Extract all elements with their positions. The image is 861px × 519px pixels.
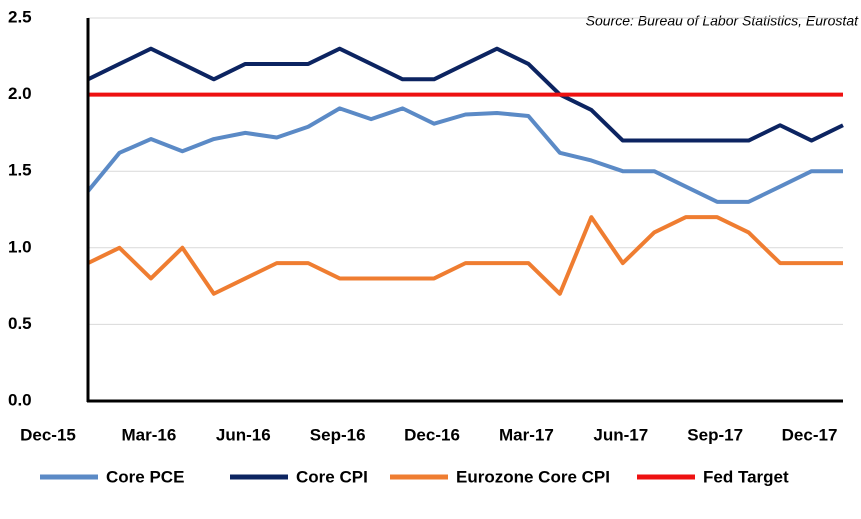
series-line: [86, 106, 843, 204]
x-tick-label: Sep-17: [687, 425, 743, 444]
series-line: [87, 46, 844, 143]
x-tick-label: Dec-15: [20, 425, 76, 444]
x-tick-label: Dec-17: [782, 425, 838, 444]
y-tick-label: 0.0: [8, 390, 32, 409]
x-tick-label: Jun-16: [216, 425, 271, 444]
y-tick-label: 1.0: [8, 237, 32, 256]
y-tick-label: 1.5: [8, 161, 32, 180]
y-tick-label: 2.5: [8, 7, 32, 26]
x-tick-label: Mar-17: [499, 425, 554, 444]
x-tick-label: Jun-17: [593, 425, 648, 444]
x-tick-label: Dec-16: [404, 425, 460, 444]
series-line: [87, 215, 843, 296]
source-note: Source: Bureau of Labor Statistics, Euro…: [586, 13, 859, 29]
legend-label: Core PCE: [106, 467, 184, 486]
legend-label: Eurozone Core CPI: [456, 467, 610, 486]
legend-label: Fed Target: [703, 467, 789, 486]
y-tick-label: 2.0: [8, 84, 32, 103]
x-tick-label: Mar-16: [122, 425, 177, 444]
x-tick-label: Sep-16: [310, 425, 366, 444]
legend-label: Core CPI: [296, 467, 368, 486]
y-tick-label: 0.5: [8, 314, 32, 333]
